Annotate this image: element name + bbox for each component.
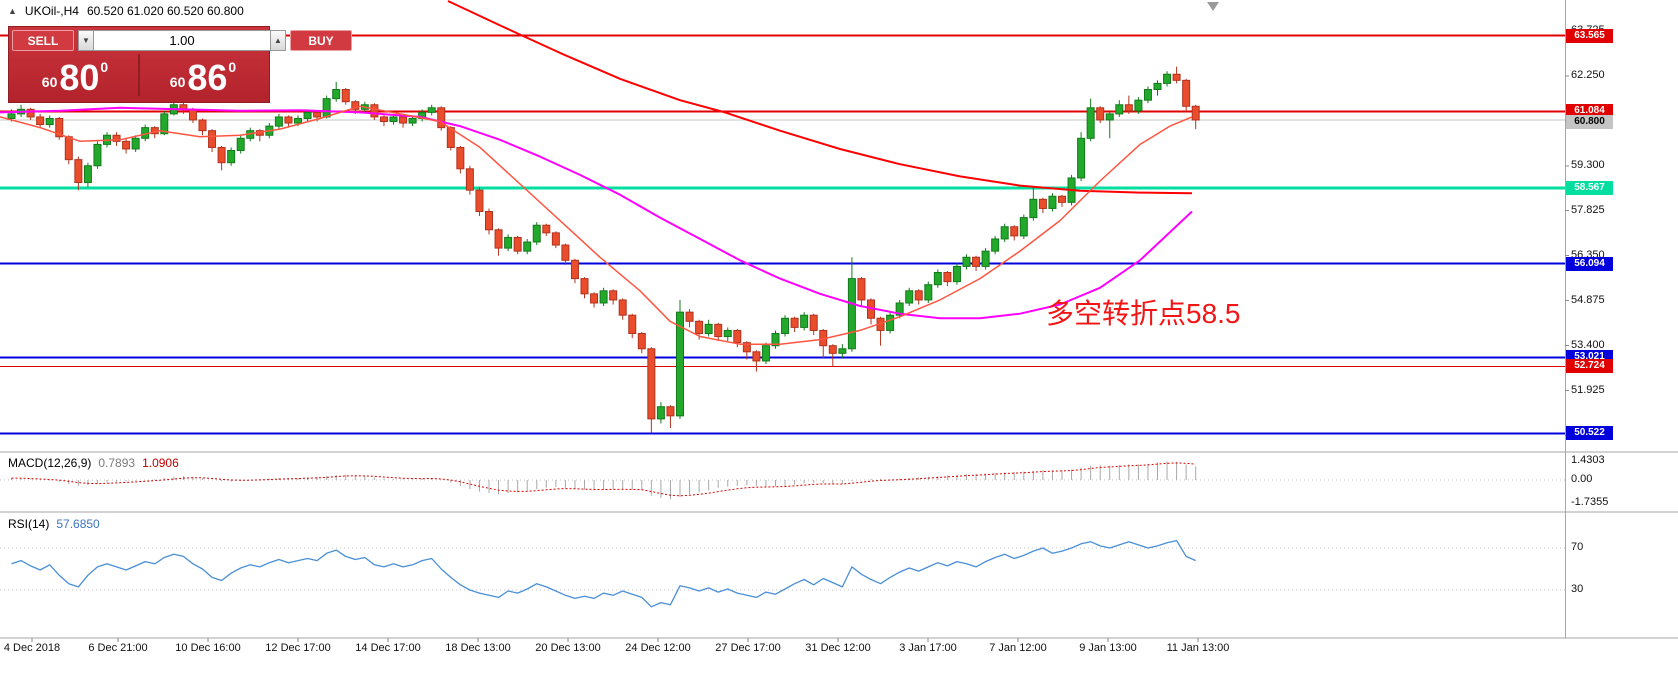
sell-button[interactable]: SELL	[12, 30, 74, 51]
buy-price-big: 86	[187, 57, 228, 99]
time-axis-label: 10 Dec 16:00	[175, 642, 241, 654]
chart-annotation-text: 多空转折点58.5	[1046, 298, 1241, 329]
hline-price-badge: 50.522	[1566, 426, 1613, 441]
time-axis-label: 12 Dec 17:00	[265, 642, 331, 654]
rsi-name: RSI(14)	[8, 517, 50, 531]
time-axis-label: 9 Jan 13:00	[1079, 642, 1137, 654]
chevron-up-icon: ▲	[274, 35, 282, 45]
volume-input[interactable]	[94, 30, 270, 51]
time-axis-label: 14 Dec 17:00	[355, 642, 421, 654]
macd-name: MACD(12,26,9)	[8, 456, 92, 470]
sell-price-prefix: 60	[41, 74, 58, 90]
hline-price-badge: 61.084	[1566, 104, 1613, 119]
price-axis-label: 53.400	[1571, 338, 1605, 351]
time-axis-label: 18 Dec 13:00	[445, 642, 511, 654]
time-axis-label: 6 Dec 21:00	[88, 642, 148, 654]
current-price-badge: 60.800	[1566, 115, 1613, 129]
rsi-axis-label: 30	[1571, 583, 1584, 595]
sell-price-sup: 0	[100, 59, 109, 75]
hline-price-badge: 52.724	[1566, 359, 1613, 374]
symbol-label: UKOil-,H4	[24, 4, 79, 18]
time-axis-label: 3 Jan 17:00	[899, 642, 957, 654]
chevron-down-icon: ▼	[82, 35, 90, 45]
hline-price-badge: 58.567	[1566, 181, 1613, 196]
volume-control: ▼ ▲	[78, 30, 286, 51]
one-click-trading-panel: SELL ▼ ▲ BUY 60 80 0 60 86 0	[8, 26, 352, 103]
volume-increase-button[interactable]: ▲	[270, 30, 286, 51]
price-axis-label: 54.875	[1571, 293, 1605, 306]
price-axis-label: 51.925	[1571, 383, 1605, 396]
sell-price-big: 80	[59, 57, 100, 99]
ohlc-values: 60.520 61.020 60.520 60.800	[86, 4, 244, 18]
hline-price-badge: 63.565	[1566, 28, 1613, 43]
rsi-axis-label: 70	[1571, 541, 1584, 553]
buy-price[interactable]: 60 86 0	[140, 51, 266, 99]
time-axis-label: 20 Dec 13:00	[535, 642, 601, 654]
time-axis-label: 31 Dec 12:00	[805, 642, 871, 654]
sell-price[interactable]: 60 80 0	[12, 51, 138, 99]
time-axis-label: 27 Dec 17:00	[715, 642, 781, 654]
hline-price-badge: 56.094	[1566, 256, 1613, 271]
volume-decrease-button[interactable]: ▼	[78, 30, 94, 51]
time-axis-label: 11 Jan 13:00	[1166, 642, 1230, 654]
one-click-toggle-icon[interactable]: ▲	[8, 6, 17, 16]
price-divider	[138, 54, 140, 96]
time-axis-label: 4 Dec 2018	[3, 642, 61, 654]
time-axis-label: 24 Dec 12:00	[625, 642, 691, 654]
price-axis-label: 62.250	[1571, 68, 1605, 81]
price-axis-label: 57.825	[1571, 203, 1605, 216]
macd-axis-label: 0.00	[1571, 473, 1593, 485]
macd-value-main: 0.7893	[98, 456, 136, 470]
buy-price-prefix: 60	[169, 74, 186, 90]
rsi-value: 57.6850	[56, 517, 100, 531]
time-axis-label: 7 Jan 12:00	[989, 642, 1047, 654]
macd-indicator-label: MACD(12,26,9) 0.7893 1.0906	[8, 456, 179, 470]
buy-price-sup: 0	[228, 59, 237, 75]
price-axis-label: 59.300	[1571, 158, 1605, 171]
buy-button[interactable]: BUY	[290, 30, 352, 51]
macd-value-signal: 1.0906	[142, 456, 179, 470]
macd-axis-label: 1.4303	[1571, 454, 1605, 466]
symbol-header: ▲ UKOil-,H4 60.520 61.020 60.520 60.800	[8, 4, 244, 18]
macd-axis-label: -1.7355	[1571, 496, 1609, 508]
rsi-indicator-label: RSI(14) 57.6850	[8, 517, 100, 531]
